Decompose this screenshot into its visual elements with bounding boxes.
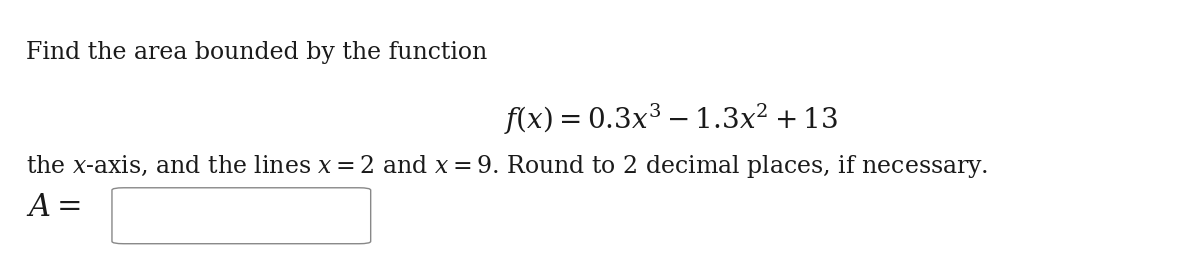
Text: Find the area bounded by the function: Find the area bounded by the function <box>26 41 487 64</box>
Text: the $x$-axis, and the lines $x = 2$ and $x = 9$. Round to 2 decimal places, if n: the $x$-axis, and the lines $x = 2$ and … <box>26 153 989 180</box>
FancyBboxPatch shape <box>112 188 371 244</box>
Text: $A = $: $A = $ <box>26 192 80 223</box>
Text: $f(x) = 0.3x^3 - 1.3x^2 + 13$: $f(x) = 0.3x^3 - 1.3x^2 + 13$ <box>504 102 838 137</box>
